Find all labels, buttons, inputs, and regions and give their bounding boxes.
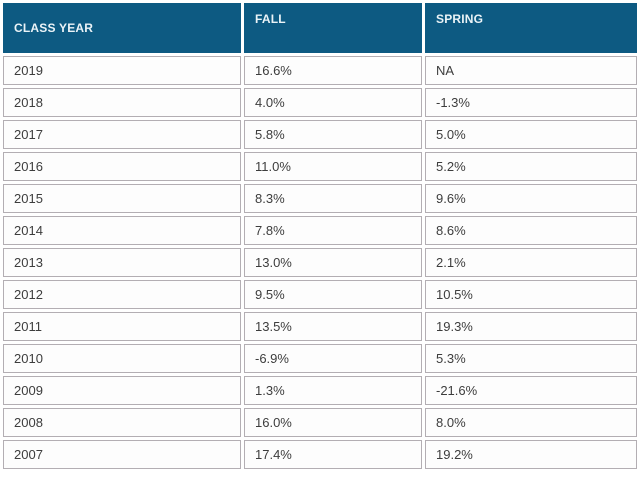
cell-fall: 16.6% (244, 56, 422, 85)
cell-spring: 19.2% (425, 440, 637, 469)
cell-spring: 19.3% (425, 312, 637, 341)
cell-spring: 5.0% (425, 120, 637, 149)
table-row: 2019 16.6% NA (3, 56, 637, 85)
cell-year: 2014 (3, 216, 241, 245)
cell-year: 2015 (3, 184, 241, 213)
cell-fall: 9.5% (244, 280, 422, 309)
table-row: 2007 17.4% 19.2% (3, 440, 637, 469)
table-row: 2008 16.0% 8.0% (3, 408, 637, 437)
cell-spring: -1.3% (425, 88, 637, 117)
cell-spring: 9.6% (425, 184, 637, 213)
header-row: CLASS YEAR FALL SPRING (3, 3, 637, 53)
cell-spring: 8.6% (425, 216, 637, 245)
cell-spring: -21.6% (425, 376, 637, 405)
cell-fall: 8.3% (244, 184, 422, 213)
table-row: 2012 9.5% 10.5% (3, 280, 637, 309)
cell-year: 2017 (3, 120, 241, 149)
table-row: 2015 8.3% 9.6% (3, 184, 637, 213)
cell-fall: -6.9% (244, 344, 422, 373)
cell-year: 2016 (3, 152, 241, 181)
cell-year: 2009 (3, 376, 241, 405)
cell-year: 2010 (3, 344, 241, 373)
cell-fall: 16.0% (244, 408, 422, 437)
table-row: 2009 1.3% -21.6% (3, 376, 637, 405)
cell-fall: 7.8% (244, 216, 422, 245)
cell-spring: 5.2% (425, 152, 637, 181)
cell-year: 2011 (3, 312, 241, 341)
table-header: CLASS YEAR FALL SPRING (3, 3, 637, 53)
cell-fall: 1.3% (244, 376, 422, 405)
table-body: 2019 16.6% NA 2018 4.0% -1.3% 2017 5.8% … (3, 56, 637, 469)
cell-spring: 2.1% (425, 248, 637, 277)
cell-fall: 5.8% (244, 120, 422, 149)
cell-year: 2019 (3, 56, 241, 85)
cell-spring: 8.0% (425, 408, 637, 437)
cell-fall: 17.4% (244, 440, 422, 469)
column-header-fall: FALL (244, 3, 422, 53)
column-header-spring: SPRING (425, 3, 637, 53)
column-header-class-year: CLASS YEAR (3, 3, 241, 53)
table-row: 2014 7.8% 8.6% (3, 216, 637, 245)
cell-fall: 13.5% (244, 312, 422, 341)
table-row: 2013 13.0% 2.1% (3, 248, 637, 277)
cell-spring: NA (425, 56, 637, 85)
cell-year: 2018 (3, 88, 241, 117)
table-row: 2016 11.0% 5.2% (3, 152, 637, 181)
cell-year: 2007 (3, 440, 241, 469)
cell-fall: 11.0% (244, 152, 422, 181)
table-row: 2017 5.8% 5.0% (3, 120, 637, 149)
cell-year: 2008 (3, 408, 241, 437)
table-row: 2011 13.5% 19.3% (3, 312, 637, 341)
cell-spring: 5.3% (425, 344, 637, 373)
cell-fall: 4.0% (244, 88, 422, 117)
table-row: 2010 -6.9% 5.3% (3, 344, 637, 373)
table-row: 2018 4.0% -1.3% (3, 88, 637, 117)
cell-spring: 10.5% (425, 280, 637, 309)
cell-fall: 13.0% (244, 248, 422, 277)
cell-year: 2013 (3, 248, 241, 277)
cell-year: 2012 (3, 280, 241, 309)
